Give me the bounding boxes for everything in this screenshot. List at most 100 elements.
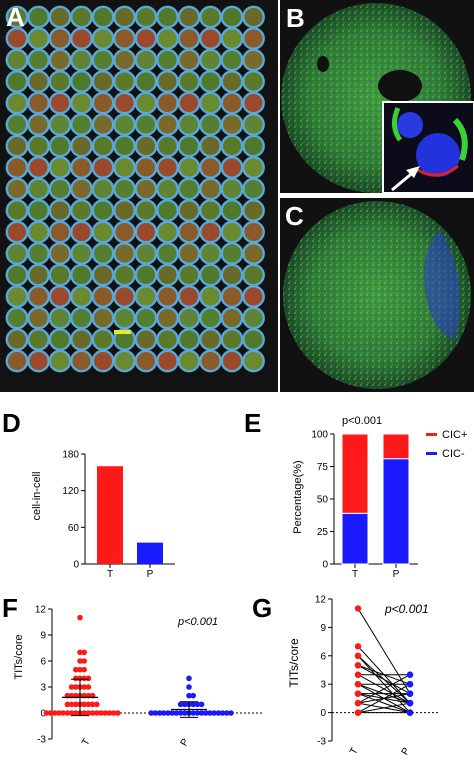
- tissue-core: [113, 27, 136, 50]
- data-point: [77, 675, 83, 682]
- data-point: [77, 666, 83, 673]
- panel-letter-g: G: [252, 593, 272, 623]
- y-tick-label: 0: [320, 708, 326, 719]
- tissue-core: [70, 220, 93, 244]
- tissue-core: [156, 242, 179, 265]
- tissue-core: [220, 27, 244, 50]
- tissue-core: [134, 113, 158, 136]
- tissue-core: [91, 91, 115, 115]
- tissue-core: [91, 27, 115, 50]
- tissue-core: [70, 263, 93, 287]
- tissue-core: [91, 113, 115, 136]
- panel-letter-f: F: [2, 593, 18, 623]
- tissue-core: [220, 306, 244, 330]
- data-point: [81, 666, 87, 673]
- tissue-core: [91, 263, 115, 287]
- tissue-core: [48, 263, 72, 287]
- tissue-core: [70, 306, 93, 330]
- tissue-core: [177, 199, 201, 222]
- data-point: [85, 675, 92, 682]
- data-point: [81, 701, 87, 708]
- tissue-core: [27, 199, 50, 222]
- tissue-core: [156, 134, 179, 158]
- yellow-marker: [114, 330, 131, 334]
- y-tick-label: 9: [40, 631, 46, 642]
- tissue-core: [220, 70, 244, 93]
- tissue-core: [70, 349, 93, 373]
- data-point: [43, 710, 50, 716]
- pair-line: [357, 683, 411, 704]
- tissue-core: [48, 27, 72, 50]
- data-point: [77, 649, 83, 656]
- tissue-core: [156, 70, 179, 93]
- tissue-core: [48, 113, 72, 136]
- legend-swatch-cic-minus: [426, 452, 437, 455]
- panel-a: A: [0, 0, 278, 392]
- tissue-core: [70, 328, 93, 351]
- tissue-core: [177, 285, 201, 308]
- tissue-core: [242, 349, 265, 373]
- p-value-annotation: p<0.001: [342, 415, 382, 427]
- tissue-core: [220, 285, 244, 308]
- tissue-core: [27, 263, 50, 287]
- tissue-core: [48, 242, 72, 265]
- tissue-core: [91, 134, 115, 158]
- tissue-core: [113, 177, 136, 201]
- panel-f-x-ticks: T P: [80, 737, 192, 749]
- internalized-cell: [397, 112, 423, 138]
- tissue-core: [177, 156, 201, 179]
- tissue-core: [199, 199, 222, 222]
- tissue-core: [220, 113, 244, 136]
- data-point: [165, 710, 171, 716]
- tissue-core: [220, 263, 244, 287]
- tissue-core: [156, 113, 179, 136]
- tissue-core: [199, 27, 222, 50]
- tissue-core: [113, 285, 136, 308]
- tissue-core: [113, 91, 136, 115]
- data-point: [89, 710, 96, 716]
- data-point: [102, 710, 108, 716]
- data-point: [190, 701, 196, 708]
- tissue-core: [27, 134, 50, 158]
- data-point-t: [354, 662, 362, 669]
- x-tick-label: P: [393, 569, 400, 580]
- tissue-core: [5, 263, 29, 287]
- tissue-core: [70, 113, 93, 136]
- x-tick-label: T: [352, 569, 358, 580]
- data-point-t: [354, 652, 362, 659]
- tissue-core: [5, 156, 29, 179]
- data-point: [106, 710, 113, 716]
- data-point: [194, 710, 201, 716]
- tissue-core: [48, 91, 72, 115]
- tissue-core: [242, 113, 265, 136]
- data-point: [186, 675, 192, 682]
- tissue-core: [242, 242, 265, 265]
- tissue-core: [156, 27, 179, 50]
- tissue-core: [91, 242, 115, 265]
- tissue-core: [220, 199, 244, 222]
- data-point: [219, 710, 226, 716]
- tissue-core: [242, 199, 265, 222]
- tissue-core: [27, 242, 50, 265]
- host-cell-nucleus: [416, 133, 460, 177]
- tissue-core: [199, 113, 222, 136]
- tissue-core: [91, 177, 115, 201]
- data-point: [81, 675, 87, 682]
- data-point: [156, 710, 163, 716]
- data-point-p: [406, 709, 414, 716]
- tissue-core: [48, 177, 72, 201]
- y-tick-label: 75: [317, 462, 329, 473]
- tissue-core: [177, 177, 201, 201]
- y-tick-label: 180: [62, 450, 79, 461]
- tissue-core: [70, 285, 93, 308]
- tissue-core: [220, 5, 244, 29]
- tissue-core: [134, 48, 158, 72]
- tissue-core: [113, 220, 136, 244]
- panel-f-plot: -3 0 3 6 9 12: [35, 605, 262, 746]
- y-tick-label: -3: [37, 735, 46, 746]
- data-point: [203, 710, 209, 716]
- tissue-core: [113, 242, 136, 265]
- tissue-core: [5, 177, 29, 201]
- y-tick-label: 6: [320, 651, 326, 662]
- y-tick-label: 0: [322, 560, 328, 571]
